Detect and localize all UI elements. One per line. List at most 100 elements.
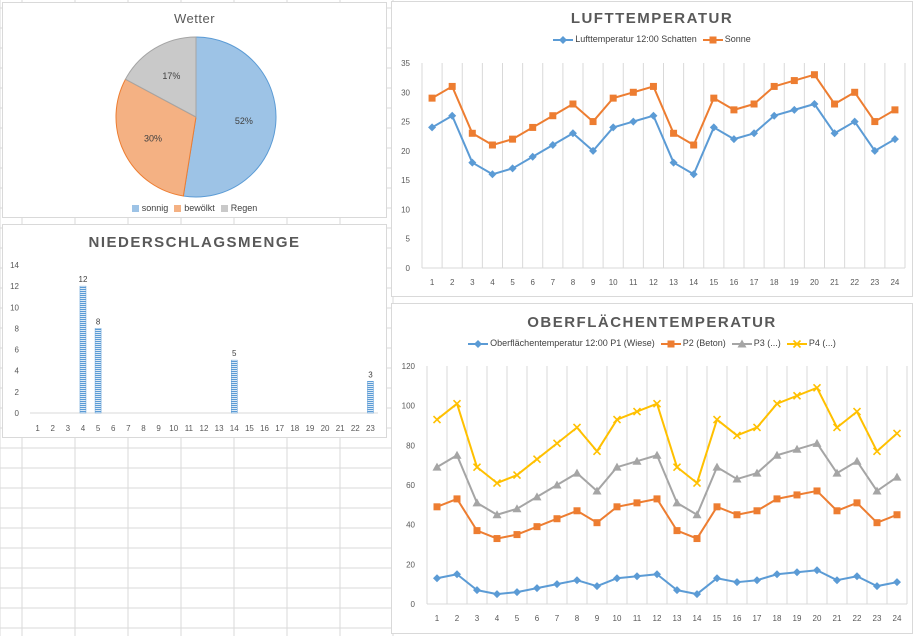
data-point bbox=[529, 123, 537, 131]
data-point bbox=[568, 129, 577, 138]
x-tick-label: 18 bbox=[773, 614, 782, 623]
data-point bbox=[453, 570, 461, 579]
line-chart-oberflaechentemperatur[interactable]: OBERFLÄCHENTEMPERATUR Oberflächentempera… bbox=[391, 303, 913, 634]
data-point bbox=[592, 447, 602, 456]
x-tick-label: 19 bbox=[305, 424, 314, 433]
x-tick-label: 6 bbox=[535, 614, 540, 623]
data-point bbox=[613, 574, 621, 583]
legend-item: bewölkt bbox=[174, 203, 215, 213]
x-tick-label: 12 bbox=[200, 424, 209, 433]
y-tick-label: 80 bbox=[406, 441, 415, 450]
legend-marker-icon bbox=[468, 339, 489, 348]
data-point bbox=[512, 504, 522, 513]
x-tick-label: 1 bbox=[430, 278, 435, 287]
data-point bbox=[593, 582, 601, 591]
data-point bbox=[652, 450, 662, 459]
legend-marker bbox=[737, 339, 747, 348]
data-point bbox=[810, 100, 819, 108]
data-point bbox=[850, 117, 859, 126]
x-tick-label: 22 bbox=[850, 278, 859, 287]
data-point bbox=[752, 423, 762, 432]
y-tick-label: 20 bbox=[401, 147, 410, 156]
bar-chart-niederschlag[interactable]: NIEDERSCHLAGSMENGE 0 2 4 6 8 10 12 14 1 2 3 4 12 5 8 6 7… bbox=[2, 224, 387, 438]
legend-marker-icon bbox=[786, 339, 807, 349]
data-point bbox=[609, 123, 618, 132]
x-tick-label: 19 bbox=[790, 278, 799, 287]
data-point bbox=[733, 511, 741, 519]
data-point bbox=[713, 574, 721, 583]
data-point bbox=[732, 431, 742, 440]
legend-item: P3 (...) bbox=[731, 338, 781, 349]
data-point bbox=[532, 492, 542, 501]
x-tick-label: 22 bbox=[853, 614, 862, 623]
pie-slice-bewölkt bbox=[115, 78, 197, 197]
legend-swatch bbox=[131, 204, 139, 212]
data-point bbox=[448, 82, 456, 90]
marker-stroke bbox=[872, 447, 882, 456]
y-tick-label: 15 bbox=[401, 176, 410, 185]
marker-stroke bbox=[432, 415, 442, 424]
legend-label: P3 (...) bbox=[753, 338, 781, 349]
x-tick-label: 17 bbox=[753, 614, 762, 623]
data-point bbox=[871, 118, 879, 126]
marker-stroke bbox=[832, 423, 842, 432]
data-point bbox=[893, 511, 901, 519]
data-point bbox=[649, 111, 658, 120]
data-point bbox=[493, 590, 501, 599]
pie-chart-wetter[interactable]: Wetter 52% 30% 17% sonnig bewölkt Regen bbox=[2, 2, 387, 218]
data-point bbox=[852, 407, 862, 416]
chart-title: LUFTTEMPERATUR bbox=[570, 10, 734, 27]
data-point bbox=[709, 123, 718, 132]
marker-stroke bbox=[792, 339, 801, 349]
chart-legend: sonnig bewölkt Regen bbox=[3, 202, 386, 213]
data-point bbox=[793, 491, 801, 499]
y-tick-label: 120 bbox=[402, 362, 416, 371]
data-point bbox=[713, 503, 721, 511]
data-point bbox=[552, 439, 562, 448]
data-point bbox=[853, 572, 861, 581]
y-tick-label: 30 bbox=[401, 88, 410, 97]
chart-title: OBERFLÄCHENTEMPERATUR bbox=[527, 314, 777, 331]
legend-marker bbox=[559, 35, 568, 44]
x-tick-label: 21 bbox=[830, 278, 839, 287]
legend-label: Oberflächentemperatur 12:00 P1 (Wiese) bbox=[490, 338, 655, 349]
y-tick-label: 20 bbox=[406, 560, 415, 569]
data-point bbox=[692, 510, 702, 519]
marker-stroke bbox=[572, 423, 582, 432]
marker-stroke bbox=[452, 399, 462, 408]
bar-4 bbox=[79, 285, 87, 414]
x-tick-label: 3 bbox=[470, 278, 475, 287]
marker-stroke bbox=[712, 415, 722, 424]
marker-stroke bbox=[852, 407, 862, 416]
marker-stroke bbox=[652, 399, 662, 408]
bar-5 bbox=[94, 328, 102, 414]
data-point bbox=[573, 507, 581, 515]
data-point bbox=[552, 480, 562, 489]
x-tick-label: 2 bbox=[50, 424, 55, 433]
data-point bbox=[689, 170, 698, 179]
data-point bbox=[572, 468, 582, 477]
y-tick-label: 100 bbox=[402, 402, 416, 411]
data-point bbox=[890, 135, 899, 144]
data-point bbox=[873, 519, 881, 527]
x-tick-label: 5 bbox=[96, 424, 101, 433]
data-point bbox=[593, 519, 601, 527]
marker-stroke bbox=[472, 463, 482, 472]
line-chart-lufttemperatur[interactable]: LUFTTEMPERATUR Lufttemperatur 12:00 Scha… bbox=[391, 1, 913, 297]
data-point bbox=[729, 135, 738, 144]
data-point bbox=[573, 576, 581, 585]
data-point bbox=[428, 94, 436, 102]
bar-23 bbox=[367, 381, 374, 414]
data-point bbox=[813, 566, 821, 575]
legend-label: P2 (Beton) bbox=[682, 338, 726, 349]
data-point bbox=[672, 498, 682, 507]
marker-stroke bbox=[692, 478, 702, 488]
data-point bbox=[492, 510, 502, 519]
data-point bbox=[772, 450, 782, 459]
data-point bbox=[873, 582, 881, 591]
x-tick-label: 2 bbox=[455, 614, 460, 623]
chart-legend: Lufttemperatur 12:00 Schatten Sonne bbox=[392, 34, 912, 45]
legend-marker bbox=[709, 36, 717, 44]
data-point bbox=[672, 463, 682, 472]
data-point bbox=[810, 71, 818, 79]
